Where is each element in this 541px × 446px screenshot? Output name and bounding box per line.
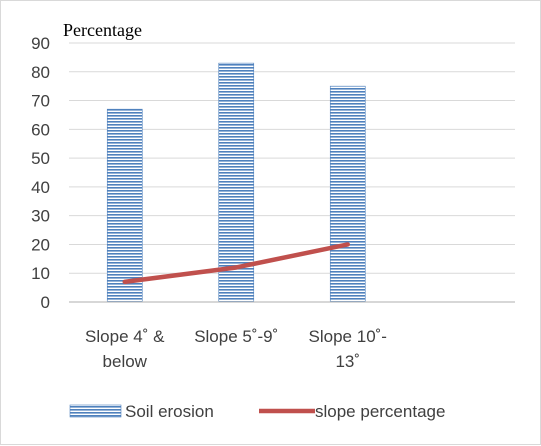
legend-label-soil-erosion: Soil erosion xyxy=(125,402,214,421)
y-tick-label: 0 xyxy=(41,293,50,312)
y-tick-label: 10 xyxy=(31,264,50,283)
x-axis-categories: Slope 4˚ & below Slope 5˚-9˚ Slope 10˚-13˚ xyxy=(85,327,387,371)
y-tick-label: 20 xyxy=(31,235,50,254)
y-tick-label: 50 xyxy=(31,149,50,168)
y-axis-ticks: 0 10 20 30 40 50 60 70 80 90 xyxy=(31,34,50,312)
y-tick-label: 60 xyxy=(31,120,50,139)
x-category-label: Slope 4˚ & below xyxy=(85,327,165,371)
y-tick-label: 40 xyxy=(31,178,50,197)
legend-swatch-soil-erosion xyxy=(69,404,122,418)
line-series xyxy=(122,242,350,285)
bar-soil-erosion xyxy=(106,108,143,303)
x-category-label: Slope 5˚-9˚ xyxy=(194,327,278,346)
y-tick-label: 90 xyxy=(31,34,50,53)
x-category-label: Slope 10˚-13˚ xyxy=(309,327,387,371)
line-slope-percentage xyxy=(122,242,350,285)
bars xyxy=(106,62,366,303)
y-tick-label: 80 xyxy=(31,63,50,82)
legend-label-slope-percentage: slope percentage xyxy=(315,402,445,421)
y-axis-label: Percentage xyxy=(63,20,142,40)
bar-soil-erosion xyxy=(329,85,366,303)
legend: Soil erosion slope percentage xyxy=(69,402,445,421)
y-tick-label: 70 xyxy=(31,92,50,111)
gridlines xyxy=(69,42,515,274)
y-tick-label: 30 xyxy=(31,207,50,226)
